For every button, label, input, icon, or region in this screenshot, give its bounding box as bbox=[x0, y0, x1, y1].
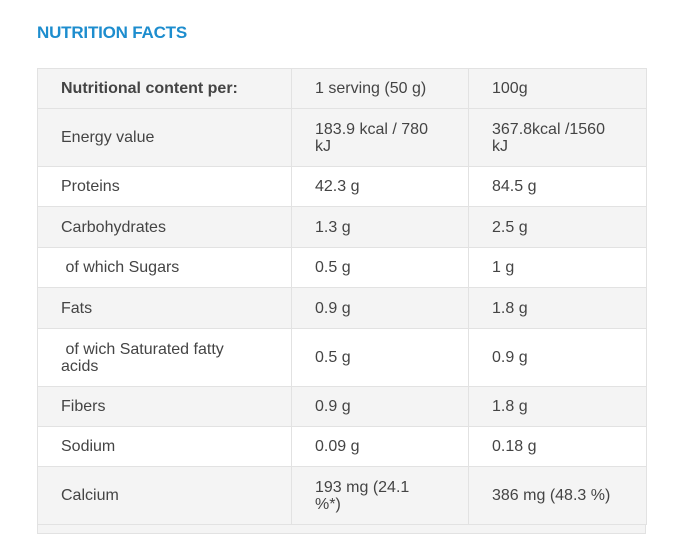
cell-text: 0.9 g bbox=[315, 299, 351, 317]
table-cell: 100g bbox=[468, 68, 647, 109]
table-row: Fats 0.9 g 1.8 g bbox=[37, 287, 647, 329]
cell-text: 1.8 g bbox=[492, 299, 528, 317]
cell-text: 84.5 g bbox=[492, 178, 537, 195]
cell-text: 1 g bbox=[492, 259, 515, 276]
cell-text: Fats bbox=[61, 299, 93, 317]
table-cell: 183.9 kcal / 780 kJ bbox=[291, 108, 469, 167]
cell-text: 2.5 g bbox=[492, 218, 528, 236]
cell-text: Calcium bbox=[61, 487, 119, 504]
table-cell: Carbohydrates bbox=[37, 206, 292, 248]
table-cell: 0.9 g bbox=[291, 386, 469, 427]
table-cell: Fibers bbox=[37, 386, 292, 427]
table-cell: 1 serving (50 g) bbox=[291, 68, 469, 109]
cell-text: 1.8 g bbox=[492, 398, 528, 415]
table-row: Carbohydrates 1.3 g 2.5 g bbox=[37, 206, 647, 248]
table-row: Sodium 0.09 g 0.18 g bbox=[37, 426, 647, 467]
table-cell: 1 g bbox=[468, 247, 647, 288]
cell-text: 193 mg (24.1 %*) bbox=[315, 478, 414, 513]
cell-text: 0.09 g bbox=[315, 438, 360, 455]
cell-text: 183.9 kcal / 780 kJ bbox=[315, 120, 433, 155]
table-cell: 0.18 g bbox=[468, 426, 647, 467]
table-cell: 0.9 g bbox=[468, 328, 647, 387]
table-cell: 0.9 g bbox=[291, 287, 469, 329]
table-cell: Sodium bbox=[37, 426, 292, 467]
cell-text: 0.9 g bbox=[492, 349, 528, 366]
cell-text: Energy value bbox=[61, 129, 155, 146]
table-cell: 2.5 g bbox=[468, 206, 647, 248]
table-cell: 0.5 g bbox=[291, 328, 469, 387]
table-row: of wich Saturated fatty acids 0.5 g 0.9 g bbox=[37, 328, 647, 387]
table-cell: 84.5 g bbox=[468, 166, 647, 207]
cell-text: 0.5 g bbox=[315, 349, 351, 366]
cell-text: 42.3 g bbox=[315, 178, 360, 195]
cell-text: 367.8kcal /1560 kJ bbox=[492, 120, 610, 155]
cell-text: 1.3 g bbox=[315, 218, 351, 236]
cell-text: Proteins bbox=[61, 178, 120, 195]
table-cell: of which Sugars bbox=[37, 247, 292, 288]
nutrition-table: Nutritional content per: 1 serving (50 g)… bbox=[37, 68, 647, 525]
table-row bbox=[37, 524, 646, 534]
cell-text: Sodium bbox=[61, 438, 116, 455]
table-row: of which Sugars 0.5 g 1 g bbox=[37, 247, 647, 288]
section-title: NUTRITION FACTS bbox=[37, 23, 187, 42]
header-text: 100g bbox=[492, 80, 528, 97]
cell-text: Carbohydrates bbox=[61, 218, 166, 236]
table-row: Fibers 0.9 g 1.8 g bbox=[37, 386, 647, 427]
table-cell: 1.8 g bbox=[468, 386, 647, 427]
table-row: Nutritional content per: 1 serving (50 g)… bbox=[37, 68, 647, 109]
table-cell: 367.8kcal /1560 kJ bbox=[468, 108, 647, 167]
table-row: Calcium 193 mg (24.1 %*) 386 mg (48.3 %) bbox=[37, 466, 647, 525]
table-cell: 0.09 g bbox=[291, 426, 469, 467]
table-cell: 193 mg (24.1 %*) bbox=[291, 466, 469, 525]
header-text: 1 serving (50 g) bbox=[315, 80, 427, 97]
cell-text: Fibers bbox=[61, 398, 106, 415]
table-cell: of wich Saturated fatty acids bbox=[37, 328, 292, 387]
table-cell: 0.5 g bbox=[291, 247, 469, 288]
cell-text: 0.18 g bbox=[492, 438, 537, 455]
cell-text: 0.5 g bbox=[315, 259, 351, 276]
cell-text: 386 mg (48.3 %) bbox=[492, 487, 611, 504]
table-cell: 42.3 g bbox=[291, 166, 469, 207]
table-cell: 1.3 g bbox=[291, 206, 469, 248]
cell-text: of which Sugars bbox=[61, 259, 180, 276]
cell-text: 0.9 g bbox=[315, 398, 351, 415]
table-cell: 1.8 g bbox=[468, 287, 647, 329]
table-cell: Energy value bbox=[37, 108, 292, 167]
table-cell: Fats bbox=[37, 287, 292, 329]
header-text: Nutritional content per: bbox=[61, 80, 238, 97]
cell-text: of wich Saturated fatty acids bbox=[61, 340, 229, 375]
table-cell: Proteins bbox=[37, 166, 292, 207]
table-cell: Calcium bbox=[37, 466, 292, 525]
table-cell: Nutritional content per: bbox=[37, 68, 292, 109]
table-row: Energy value 183.9 kcal / 780 kJ 367.8kcal… bbox=[37, 108, 647, 167]
table-row: Proteins 42.3 g 84.5 g bbox=[37, 166, 647, 207]
table-cell: 386 mg (48.3 %) bbox=[468, 466, 647, 525]
